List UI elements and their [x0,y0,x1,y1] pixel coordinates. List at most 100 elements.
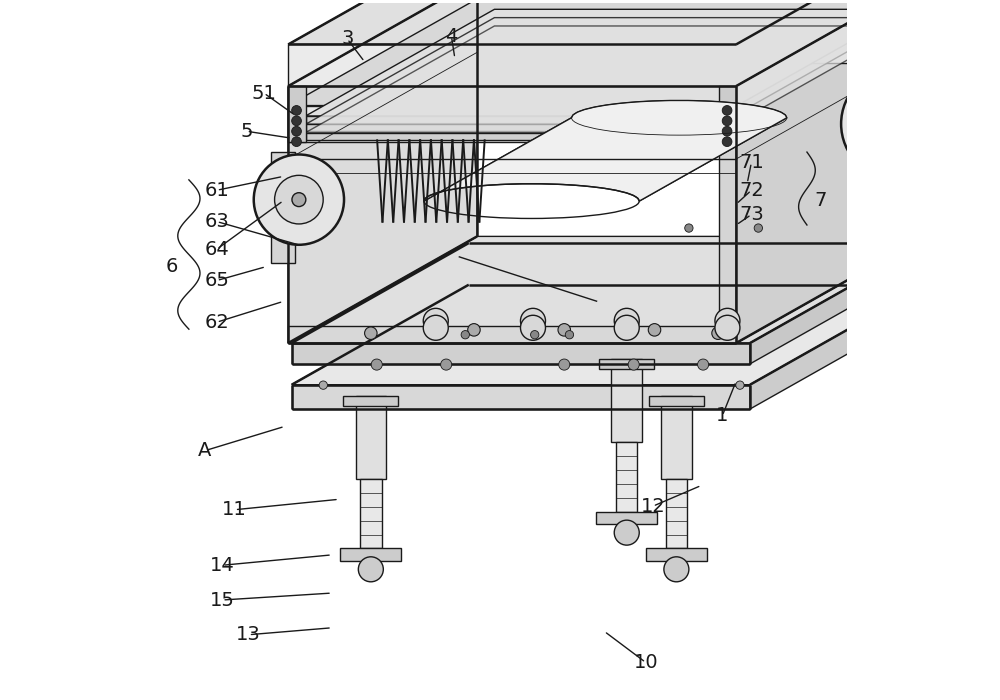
Circle shape [685,224,693,232]
Text: 11: 11 [222,500,247,519]
Text: 5: 5 [240,122,253,141]
Polygon shape [736,0,925,86]
Polygon shape [306,26,908,132]
Text: 71: 71 [739,153,764,172]
Circle shape [520,308,545,333]
Polygon shape [646,549,707,561]
Circle shape [319,381,327,389]
Polygon shape [750,243,927,364]
Polygon shape [599,359,654,370]
Text: 7: 7 [815,191,827,210]
Polygon shape [288,326,736,343]
Polygon shape [611,359,642,442]
Text: 10: 10 [634,653,658,672]
Circle shape [736,381,744,389]
Polygon shape [868,57,882,223]
Circle shape [712,327,724,340]
Circle shape [441,359,452,370]
Text: 62: 62 [204,313,229,332]
Bar [257,201,264,212]
Text: 65: 65 [204,271,229,290]
Circle shape [292,116,301,126]
Circle shape [883,110,911,138]
Polygon shape [451,32,493,44]
Circle shape [892,119,902,129]
Circle shape [664,556,689,582]
Polygon shape [288,86,306,141]
Circle shape [715,308,740,333]
Text: 12: 12 [640,497,665,516]
Polygon shape [288,106,736,141]
Circle shape [722,106,732,116]
Polygon shape [306,18,908,125]
Circle shape [715,315,740,340]
Circle shape [461,330,469,339]
Circle shape [628,359,639,370]
Circle shape [292,127,301,136]
Circle shape [614,308,639,333]
Polygon shape [292,285,927,385]
Text: 4: 4 [445,27,458,46]
Circle shape [558,323,570,336]
Polygon shape [424,101,787,201]
Circle shape [754,224,762,232]
Circle shape [468,323,480,336]
Polygon shape [288,0,925,106]
Polygon shape [750,285,927,409]
Polygon shape [719,86,736,141]
Circle shape [292,193,306,206]
Text: 73: 73 [739,205,764,224]
Circle shape [559,359,570,370]
Circle shape [520,315,545,340]
Text: 1: 1 [716,407,728,426]
Polygon shape [661,395,692,479]
Circle shape [928,106,963,141]
Polygon shape [288,0,477,343]
Polygon shape [288,86,306,343]
Circle shape [614,315,639,340]
Polygon shape [306,132,719,139]
Circle shape [565,330,574,339]
Polygon shape [340,549,401,561]
Circle shape [722,116,732,126]
Text: 72: 72 [739,181,764,199]
Circle shape [423,308,448,333]
Circle shape [722,136,732,146]
Polygon shape [719,86,736,343]
Polygon shape [451,15,523,32]
Polygon shape [360,479,382,549]
Polygon shape [649,395,704,406]
Circle shape [292,106,301,116]
Polygon shape [288,44,736,86]
Polygon shape [356,395,386,479]
Text: 3: 3 [341,29,353,48]
Polygon shape [343,395,398,406]
Polygon shape [292,243,927,343]
Circle shape [698,359,709,370]
Circle shape [531,330,539,339]
Polygon shape [306,116,719,123]
Circle shape [841,69,952,179]
Polygon shape [736,0,925,343]
Circle shape [358,556,383,582]
Text: A: A [198,441,212,460]
Polygon shape [666,479,687,549]
Polygon shape [292,385,750,409]
Circle shape [862,89,931,159]
Polygon shape [596,512,657,524]
Circle shape [371,359,382,370]
Circle shape [423,315,448,340]
Text: 15: 15 [210,591,235,610]
Circle shape [365,327,377,340]
Text: 63: 63 [204,212,229,231]
Polygon shape [288,237,925,343]
Circle shape [722,127,732,136]
Circle shape [292,136,301,146]
Polygon shape [306,9,908,116]
Text: 64: 64 [204,240,229,259]
Polygon shape [271,152,295,263]
Text: 51: 51 [251,83,276,103]
Polygon shape [477,0,925,63]
Polygon shape [292,343,750,364]
Text: 13: 13 [236,625,261,644]
